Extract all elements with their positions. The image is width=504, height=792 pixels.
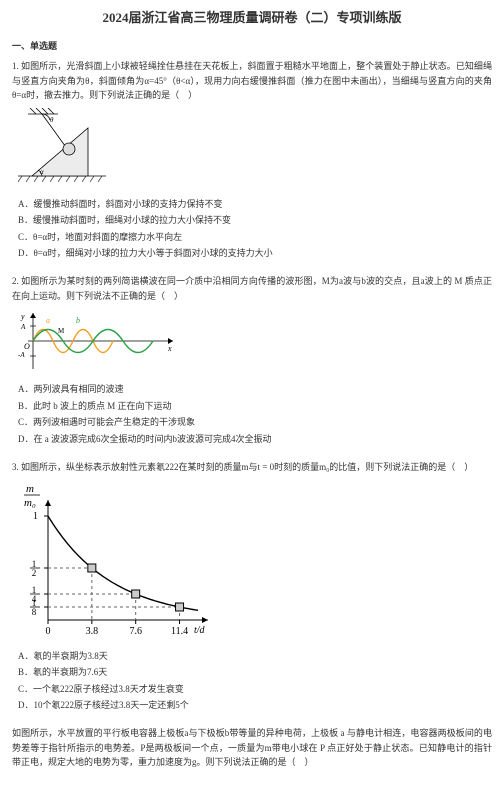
- m-label: m: [26, 483, 34, 495]
- q3-stem: 3. 如图所示，纵坐标表示放射性元素氡222在某时刻的质量m与t = 0时刻的质…: [12, 460, 492, 474]
- svg-text:11.4: 11.4: [171, 626, 188, 637]
- q2-stem: 2. 如图所示为某时刻的两列简谐横波在同一介质中沿相同方向传播的波形图，M为a波…: [12, 274, 492, 303]
- q2-opt-b: B．此时 b 波上的质点 M 正在向下运动: [18, 399, 492, 413]
- q4-stem: 如图所示，水平放置的平行板电容器上极板a与下极板b带等量的异种电荷，上极板 a …: [12, 726, 492, 769]
- question-3: 3. 如图所示，纵坐标表示放射性元素氡222在某时刻的质量m与t = 0时刻的质…: [12, 460, 492, 712]
- q1-opt-b: B．缓慢推动斜面时，细绳对小球的拉力大小保持不变: [18, 213, 492, 227]
- q3-opt-d: D．10个氡222原子核经过3.8天一定还剩5个: [18, 698, 492, 712]
- question-1: 1. 如图所示，光滑斜面上小球被轻绳拴住悬挂在天花板上，斜面置于粗糙水平地面上，…: [12, 59, 492, 260]
- q2-opt-c: C．两列波相遇时可能会产生稳定的干涉现象: [18, 415, 492, 429]
- x-axis-label: t/d: [194, 625, 206, 636]
- svg-text:0: 0: [46, 626, 51, 637]
- q1-opt-d: D．θ=α时，细绳对小球的拉力大小等于斜面对小球的支持力大小: [18, 246, 492, 260]
- theta-label: θ: [50, 116, 54, 124]
- q1-stem: 1. 如图所示，光滑斜面上小球被轻绳拴住悬挂在天花板上，斜面置于粗糙水平地面上，…: [12, 59, 492, 102]
- section-heading: 一、单选题: [12, 39, 492, 53]
- M-label: M: [58, 327, 65, 335]
- q2-options: A．两列波具有相同的波速 B．此时 b 波上的质点 M 正在向下运动 C．两列波…: [18, 382, 492, 446]
- y-axis-label: y: [20, 312, 25, 321]
- svg-text:2: 2: [32, 568, 37, 578]
- q2-figure: y x O A -A a b M: [18, 309, 492, 378]
- q2-opt-d: D．在 a 波波源完成6次全振动的时间内b波波源可完成4次全振动: [18, 432, 492, 446]
- m0-label: m₀: [24, 497, 36, 509]
- q3-opt-c: C．一个氡222原子核经过3.8天才发生衰变: [18, 682, 492, 696]
- x-axis-label: x: [167, 344, 172, 353]
- q3-opt-a: A．氡的半衰期为3.8天: [18, 649, 492, 663]
- svg-text:3.8: 3.8: [86, 626, 99, 637]
- q3-figure: m m₀ t/d 03.87.611.4 1121418: [18, 480, 492, 644]
- svg-text:1: 1: [33, 511, 38, 522]
- q1-figure: θ α: [18, 108, 492, 192]
- page-title: 2024届浙江省高三物理质量调研卷（二）专项训练版: [12, 8, 492, 29]
- q1-opt-c: C．θ=α时，地面对斜面的摩擦力水平向左: [18, 230, 492, 244]
- wave-b-label: b: [76, 316, 80, 325]
- svg-text:7.6: 7.6: [129, 626, 142, 637]
- minusA-label: -A: [18, 351, 25, 359]
- q1-opt-a: A．缓慢推动斜面时，斜面对小球的支持力保持不变: [18, 197, 492, 211]
- question-4: 如图所示，水平放置的平行板电容器上极板a与下极板b带等量的异种电荷，上极板 a …: [12, 726, 492, 769]
- q3-opt-b: B．氡的半衰期为7.6天: [18, 665, 492, 679]
- svg-text:8: 8: [32, 607, 37, 617]
- question-2: 2. 如图所示为某时刻的两列简谐横波在同一介质中沿相同方向传播的波形图，M为a波…: [12, 274, 492, 446]
- wave-a-label: a: [46, 316, 50, 325]
- A-label: A: [20, 323, 26, 331]
- q2-opt-a: A．两列波具有相同的波速: [18, 382, 492, 396]
- q3-options: A．氡的半衰期为3.8天 B．氡的半衰期为7.6天 C．一个氡222原子核经过3…: [18, 649, 492, 713]
- origin-label: O: [24, 342, 30, 351]
- q1-options: A．缓慢推动斜面时，斜面对小球的支持力保持不变 B．缓慢推动斜面时，细绳对小球的…: [18, 197, 492, 261]
